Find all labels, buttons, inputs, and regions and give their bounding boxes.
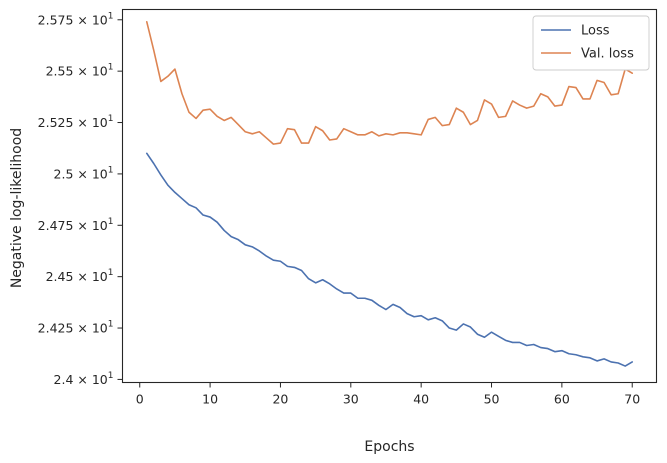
plot-series bbox=[145, 21, 634, 367]
y-tick-label: 2.55 × 101 bbox=[46, 63, 114, 79]
x-tick-label: 0 bbox=[136, 392, 144, 407]
y-tick-label: 2.5 × 101 bbox=[54, 165, 114, 181]
legend: Loss Val. loss bbox=[532, 15, 650, 71]
y-axis-ticks: 2.4 × 101 2.425 × 101 2.45 × 101 2.475 × 10… bbox=[38, 11, 123, 387]
legend-label-loss: Loss bbox=[581, 24, 610, 39]
x-tick-label: 70 bbox=[624, 392, 640, 407]
x-tick-label: 20 bbox=[272, 392, 288, 407]
y-tick-label: 2.425 × 101 bbox=[38, 320, 114, 336]
x-tick-label: 50 bbox=[484, 392, 500, 407]
y-tick-label: 2.575 × 101 bbox=[38, 11, 114, 27]
x-axis-label: Epochs bbox=[364, 439, 414, 455]
x-axis-ticks: 0 10 20 30 40 50 60 70 bbox=[136, 382, 640, 407]
series-line-val-loss bbox=[145, 21, 634, 145]
x-tick-label: 60 bbox=[554, 392, 570, 407]
x-tick-label: 30 bbox=[343, 392, 359, 407]
y-tick-label: 2.525 × 101 bbox=[38, 114, 114, 130]
series-line-loss bbox=[145, 152, 634, 367]
x-tick-label: 10 bbox=[202, 392, 218, 407]
y-tick-label: 2.475 × 101 bbox=[38, 217, 114, 233]
y-axis-label: Negative log-likelihood bbox=[9, 128, 25, 288]
x-tick-label: 40 bbox=[413, 392, 429, 407]
y-tick-label: 2.4 × 101 bbox=[54, 371, 114, 387]
plot-frame bbox=[121, 8, 658, 384]
y-tick-label: 2.45 × 101 bbox=[46, 268, 114, 284]
legend-label-val-loss: Val. loss bbox=[581, 47, 634, 62]
